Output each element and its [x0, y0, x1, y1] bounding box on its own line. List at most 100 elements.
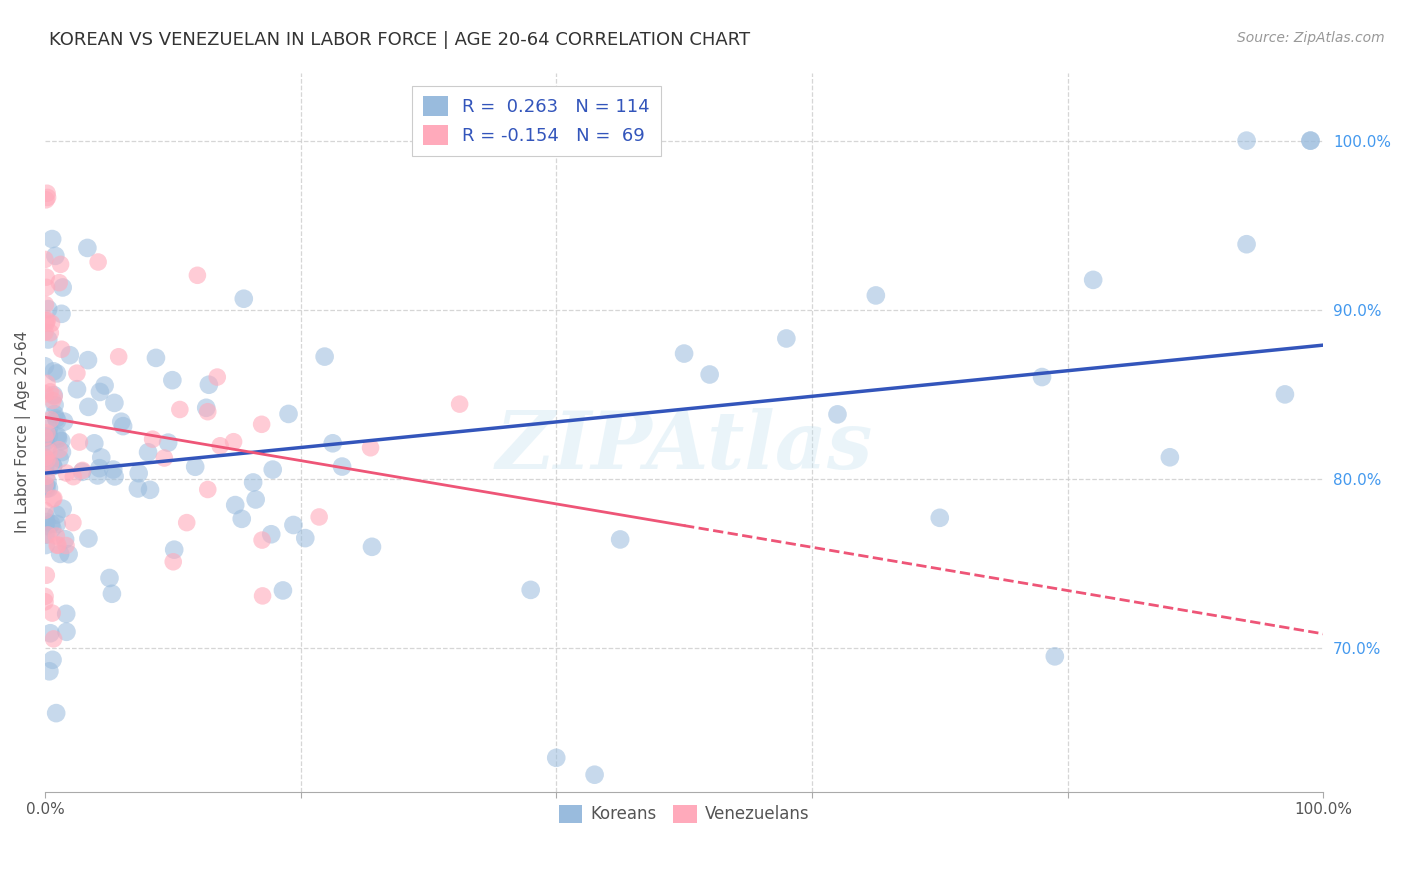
- Point: [35, 316, 58, 330]
- Point: [197, 483, 219, 497]
- Point: [271, 583, 294, 598]
- Point: [41, 232, 63, 246]
- Point: [38, 481, 60, 495]
- Point: [52, 501, 75, 516]
- Point: [37, 190, 59, 204]
- Point: [34, 460, 56, 475]
- Point: [89, 384, 111, 399]
- Point: [34, 326, 56, 340]
- Point: [42, 393, 65, 408]
- Point: [34, 450, 56, 465]
- Point: [72, 463, 94, 477]
- Point: [55, 539, 77, 553]
- Point: [98, 571, 121, 585]
- Point: [53, 533, 76, 547]
- Point: [184, 459, 207, 474]
- Text: KOREAN VS VENEZUELAN IN LABOR FORCE | AGE 20-64 CORRELATION CHART: KOREAN VS VENEZUELAN IN LABOR FORCE | AG…: [49, 31, 751, 49]
- Point: [34, 477, 56, 491]
- Point: [34, 252, 56, 267]
- Point: [45, 516, 67, 531]
- Point: [314, 350, 336, 364]
- Point: [35, 453, 58, 467]
- Point: [142, 432, 165, 446]
- Point: [827, 408, 849, 422]
- Point: [46, 429, 69, 443]
- Point: [35, 270, 58, 285]
- Point: [101, 587, 124, 601]
- Point: [775, 331, 797, 345]
- Point: [546, 751, 568, 765]
- Point: [70, 465, 93, 479]
- Point: [35, 482, 58, 496]
- Point: [42, 491, 65, 506]
- Point: [222, 434, 245, 449]
- Point: [360, 441, 382, 455]
- Point: [45, 367, 67, 381]
- Point: [38, 421, 60, 435]
- Point: [66, 366, 89, 380]
- Point: [37, 528, 59, 542]
- Point: [583, 768, 606, 782]
- Point: [53, 415, 76, 429]
- Point: [34, 297, 56, 311]
- Point: [45, 529, 67, 543]
- Point: [1299, 134, 1322, 148]
- Point: [37, 333, 59, 347]
- Point: [46, 538, 69, 552]
- Point: [48, 451, 70, 466]
- Point: [34, 450, 56, 465]
- Point: [519, 582, 541, 597]
- Point: [41, 317, 63, 331]
- Point: [39, 413, 62, 427]
- Point: [34, 595, 56, 609]
- Point: [283, 518, 305, 533]
- Point: [42, 389, 65, 403]
- Point: [260, 527, 283, 541]
- Point: [46, 432, 69, 446]
- Legend: Koreans, Venezuelans: Koreans, Venezuelans: [553, 798, 817, 830]
- Point: [34, 519, 56, 533]
- Point: [37, 313, 59, 327]
- Point: [103, 462, 125, 476]
- Point: [245, 492, 267, 507]
- Point: [51, 434, 73, 448]
- Point: [42, 388, 65, 402]
- Point: [322, 436, 344, 450]
- Point: [145, 351, 167, 365]
- Point: [1236, 237, 1258, 252]
- Point: [45, 706, 67, 720]
- Point: [48, 442, 70, 457]
- Point: [55, 466, 77, 480]
- Point: [163, 542, 186, 557]
- Point: [41, 606, 63, 620]
- Point: [34, 503, 56, 517]
- Point: [250, 533, 273, 547]
- Point: [90, 450, 112, 465]
- Point: [35, 538, 58, 552]
- Point: [1031, 370, 1053, 384]
- Point: [262, 462, 284, 476]
- Point: [34, 313, 56, 327]
- Point: [1299, 134, 1322, 148]
- Point: [1236, 134, 1258, 148]
- Point: [51, 343, 73, 357]
- Point: [39, 516, 62, 531]
- Point: [186, 268, 208, 283]
- Point: [35, 568, 58, 582]
- Point: [34, 431, 56, 445]
- Y-axis label: In Labor Force | Age 20-64: In Labor Force | Age 20-64: [15, 331, 31, 533]
- Point: [35, 193, 58, 207]
- Point: [34, 430, 56, 444]
- Point: [39, 326, 62, 340]
- Point: [308, 510, 330, 524]
- Point: [89, 461, 111, 475]
- Point: [38, 428, 60, 442]
- Point: [242, 475, 264, 490]
- Point: [55, 624, 77, 639]
- Point: [449, 397, 471, 411]
- Point: [93, 378, 115, 392]
- Point: [52, 280, 75, 294]
- Point: [112, 419, 135, 434]
- Point: [232, 292, 254, 306]
- Point: [42, 458, 65, 473]
